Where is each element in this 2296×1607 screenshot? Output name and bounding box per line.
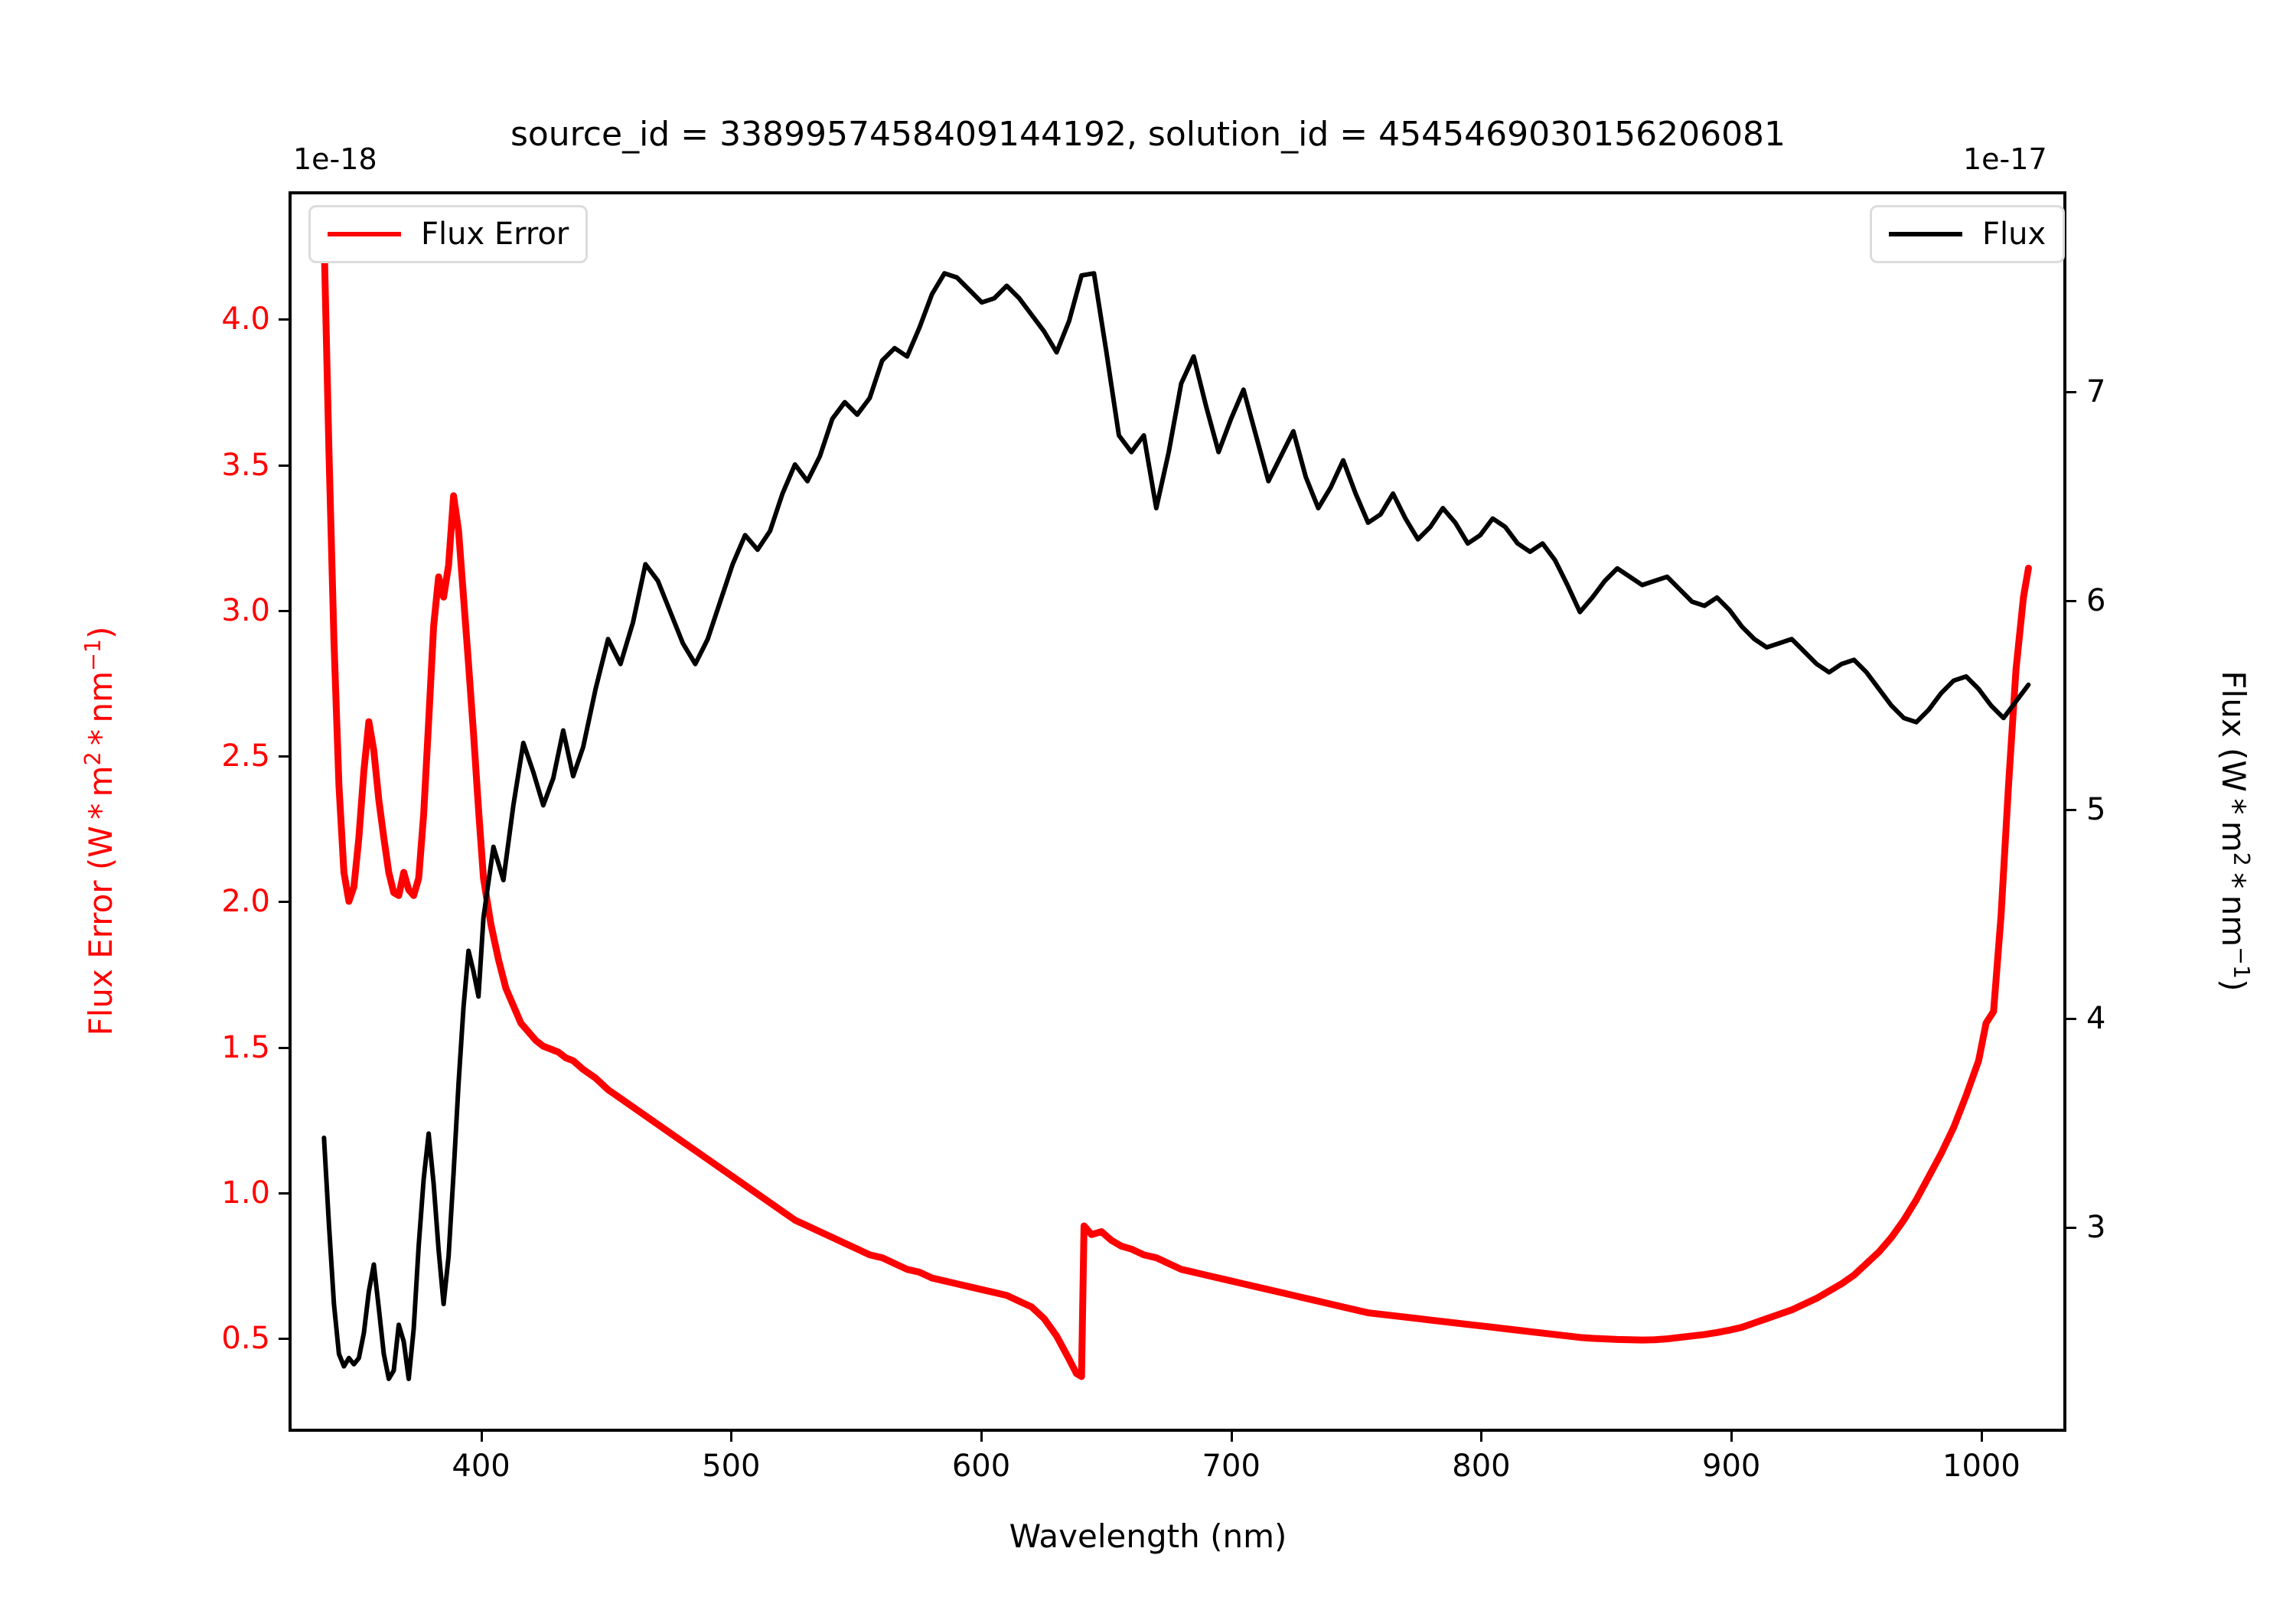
left-y-tick-label: 4.0: [221, 302, 270, 337]
right-y-tick-label: 6: [2086, 582, 2106, 618]
x-tick-label: 900: [1702, 1449, 1761, 1484]
plot-lines: [320, 231, 2032, 1381]
legend-label-flux: Flux: [1982, 217, 2047, 252]
x-tick-label: 400: [452, 1449, 510, 1484]
x-tick-mark: [1230, 1432, 1233, 1442]
series-line-flux: [321, 271, 2031, 1381]
left-y-tick-mark: [279, 1191, 289, 1195]
left-y-tick-mark: [279, 1046, 289, 1049]
x-tick-label: 800: [1452, 1449, 1511, 1484]
left-y-tick-label: 0.5: [221, 1321, 270, 1357]
legend-flux-error[interactable]: Flux Error: [308, 205, 589, 263]
x-axis-label: Wavelength (nm): [1009, 1517, 1287, 1555]
legend-line-flux: [1889, 232, 1962, 236]
right-y-tick-label: 3: [2086, 1209, 2106, 1245]
legend-label-flux-error: Flux Error: [421, 217, 569, 252]
x-tick-mark: [1730, 1432, 1733, 1442]
left-y-tick-mark: [279, 318, 289, 321]
right-y-tick-mark: [2066, 599, 2076, 602]
left-y-tick-label: 1.5: [221, 1029, 270, 1065]
left-y-tick-label: 2.0: [221, 884, 270, 920]
right-y-tick-mark: [2066, 1226, 2076, 1229]
right-y-tick-label: 7: [2086, 373, 2106, 409]
legend-flux[interactable]: Flux: [1870, 205, 2066, 263]
page-title: source_id = 3389957458409144192, solutio…: [510, 115, 1786, 154]
plot-axes: [289, 191, 2066, 1432]
right-axis-offset-text: 1e-17: [1963, 142, 2047, 176]
x-tick-label: 700: [1202, 1449, 1261, 1484]
right-y-tick-mark: [2066, 390, 2076, 393]
left-axis-offset-text: 1e-18: [293, 142, 377, 176]
left-y-tick-mark: [279, 755, 289, 758]
left-y-tick-label: 1.0: [221, 1175, 270, 1211]
left-y-tick-mark: [279, 609, 289, 612]
right-y-tick-mark: [2066, 808, 2076, 811]
series-line-flux-error: [320, 231, 2032, 1380]
right-y-axis-label: Flux (W * m2 * nm−1): [2215, 670, 2255, 992]
right-y-tick-label: 4: [2086, 1000, 2106, 1036]
left-y-tick-mark: [279, 901, 289, 904]
left-y-tick-label: 3.0: [221, 592, 270, 628]
right-y-tick-mark: [2066, 1017, 2076, 1020]
left-y-tick-mark: [279, 1338, 289, 1341]
left-y-tick-mark: [279, 464, 289, 467]
right-y-tick-label: 5: [2086, 791, 2106, 827]
left-y-axis-label: Flux Error (W * m2 * nm−1): [80, 626, 119, 1036]
left-y-tick-label: 3.5: [221, 447, 270, 483]
x-tick-label: 1000: [1942, 1449, 2020, 1484]
x-tick-mark: [730, 1432, 733, 1442]
x-tick-mark: [480, 1432, 483, 1442]
left-y-tick-label: 2.5: [221, 738, 270, 774]
x-tick-mark: [1480, 1432, 1483, 1442]
legend-line-flux-error: [328, 232, 401, 236]
x-tick-mark: [1980, 1432, 1983, 1442]
x-tick-mark: [980, 1432, 983, 1442]
x-tick-label: 500: [702, 1449, 761, 1484]
x-tick-label: 600: [951, 1449, 1011, 1484]
